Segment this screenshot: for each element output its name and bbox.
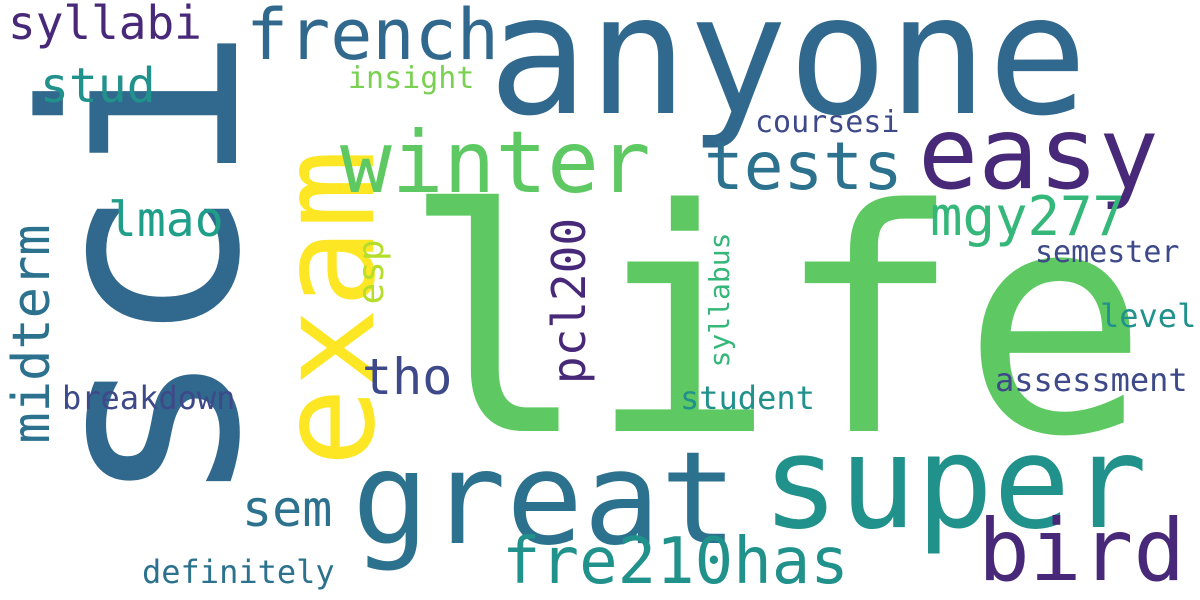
word-definitely: definitely bbox=[142, 553, 335, 591]
word-life: life bbox=[402, 144, 1149, 505]
word-esp: esp bbox=[351, 239, 392, 305]
word-tho: tho bbox=[362, 348, 453, 406]
word-mgy277: mgy277 bbox=[930, 185, 1126, 248]
word-super: super bbox=[762, 409, 1148, 558]
word-assessment: assessment bbox=[995, 361, 1188, 399]
word-winter: winter bbox=[340, 113, 651, 213]
word-sem: sem bbox=[242, 480, 333, 538]
word-level: level bbox=[1100, 297, 1197, 335]
word-syllabi: syllabi bbox=[8, 0, 202, 50]
word-student: student bbox=[680, 379, 815, 417]
word-midterm: midterm bbox=[2, 224, 62, 444]
word-bird: bird bbox=[978, 501, 1186, 600]
word-easy: easy bbox=[918, 95, 1159, 212]
word-stud: stud bbox=[40, 58, 156, 114]
word-insight: insight bbox=[348, 61, 475, 96]
word-fre210has: fre210has bbox=[502, 525, 849, 599]
word-semester: semester bbox=[1035, 235, 1180, 270]
word-french: french bbox=[246, 0, 499, 76]
word-anyone: anyone bbox=[488, 0, 1088, 153]
word-tests: tests bbox=[704, 128, 903, 205]
word-lmao: lmao bbox=[108, 192, 224, 248]
word-breakdown: breakdown bbox=[62, 379, 236, 417]
word-coursesi: coursesi bbox=[755, 105, 900, 140]
word-great: great bbox=[352, 425, 738, 574]
